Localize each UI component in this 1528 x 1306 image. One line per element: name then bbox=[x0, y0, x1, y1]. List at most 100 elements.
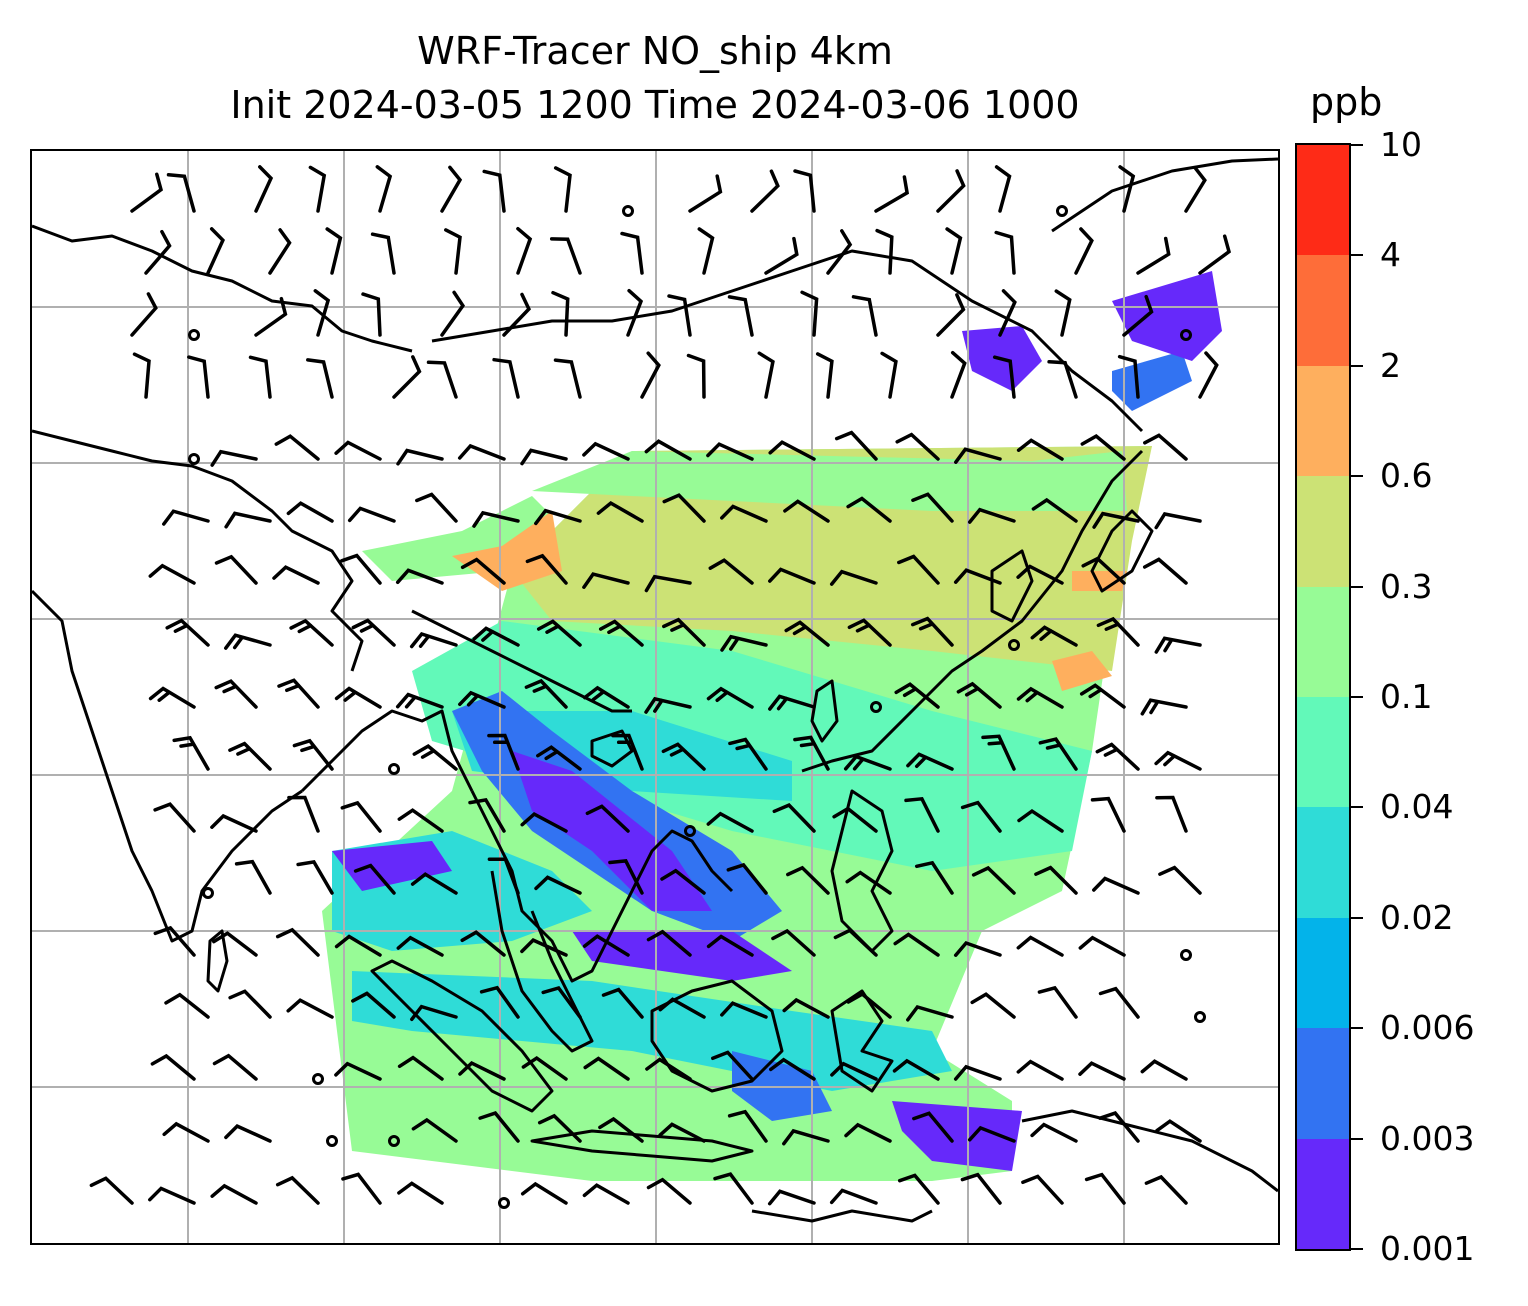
wind-barb bbox=[967, 1125, 1016, 1143]
wind-barb bbox=[846, 991, 892, 1019]
wind-barb bbox=[1198, 234, 1232, 275]
coast-india-west bbox=[32, 589, 303, 943]
wind-barb bbox=[583, 1056, 630, 1081]
wind-barb bbox=[662, 493, 706, 523]
calm-circle bbox=[1180, 949, 1192, 961]
wind-barb bbox=[214, 554, 258, 585]
wind-barb bbox=[1155, 795, 1188, 833]
wind-barb bbox=[1037, 985, 1078, 1019]
wind-barb bbox=[786, 865, 830, 895]
wind-barb bbox=[757, 351, 775, 399]
wind-barb bbox=[897, 554, 940, 585]
wind-barb bbox=[234, 859, 272, 895]
wind-barb bbox=[954, 447, 1002, 464]
colorbar-tick bbox=[1351, 1027, 1363, 1030]
wind-barb bbox=[851, 295, 878, 337]
wind-barb bbox=[992, 355, 1016, 399]
wind-barb bbox=[771, 928, 816, 957]
wind-barb bbox=[793, 735, 830, 771]
colorbar-tick-label: 2 bbox=[1380, 345, 1401, 385]
wind-barb bbox=[457, 443, 506, 461]
wind-barb bbox=[967, 507, 1016, 524]
wind-barb bbox=[826, 229, 853, 275]
wind-barb bbox=[706, 811, 754, 833]
wind-barb bbox=[727, 295, 754, 337]
wind-barb bbox=[847, 618, 892, 647]
colorbar-segment bbox=[1297, 1028, 1349, 1139]
wind-barb bbox=[1096, 616, 1140, 647]
wind-barb bbox=[1118, 165, 1136, 213]
wind-barb bbox=[410, 1004, 458, 1022]
wind-barb bbox=[1080, 433, 1126, 461]
coast-china-east bbox=[801, 449, 1144, 773]
wind-barb bbox=[187, 355, 210, 399]
calm-circle bbox=[188, 329, 200, 341]
colorbar-tick-label: 0.1 bbox=[1380, 677, 1433, 716]
wind-barb bbox=[228, 989, 272, 1019]
colorbar bbox=[1295, 143, 1351, 1251]
wind-barb bbox=[1092, 876, 1140, 895]
wind-barb bbox=[340, 800, 382, 833]
wind-barb bbox=[768, 440, 816, 461]
wind-barb bbox=[829, 569, 878, 586]
wind-barb bbox=[894, 682, 940, 709]
calm-circle bbox=[188, 453, 200, 465]
calm-circle bbox=[1194, 1011, 1206, 1023]
wind-barb bbox=[1016, 438, 1064, 461]
map-title-line-2: Init 2024-03-05 1200 Time 2024-03-06 100… bbox=[230, 83, 1080, 127]
wind-barb bbox=[644, 696, 692, 714]
wind-barb bbox=[534, 508, 582, 526]
wind-barb bbox=[783, 499, 830, 523]
wind-barb bbox=[472, 626, 520, 647]
wind-barb bbox=[1117, 354, 1140, 399]
wind-barb bbox=[686, 353, 706, 399]
wind-barb bbox=[768, 567, 816, 585]
colorbar-segment bbox=[1297, 365, 1349, 477]
wind-barb bbox=[1140, 1059, 1188, 1081]
coast-sri-lanka bbox=[206, 929, 229, 993]
colorbar-tick bbox=[1351, 916, 1363, 919]
wind-barb bbox=[764, 236, 799, 275]
wind-barb bbox=[1031, 497, 1078, 523]
wind-barb bbox=[994, 230, 1016, 275]
colorbar-unit: ppb bbox=[1310, 80, 1383, 124]
colorbar-tick bbox=[1351, 144, 1363, 146]
plume-blue-2 bbox=[512, 751, 712, 911]
wind-barb bbox=[395, 692, 444, 709]
wind-barb bbox=[541, 985, 582, 1019]
wind-barb bbox=[843, 754, 892, 771]
wind-barb bbox=[549, 237, 582, 275]
wind-barb bbox=[153, 925, 196, 957]
wind-barb bbox=[611, 733, 644, 771]
wind-barb bbox=[970, 992, 1016, 1019]
calm-circle bbox=[498, 1197, 510, 1209]
wind-barb bbox=[640, 351, 661, 399]
wind-barb bbox=[410, 872, 458, 895]
wind-barb bbox=[164, 992, 210, 1019]
wind-barb bbox=[585, 804, 630, 833]
wind-barb bbox=[911, 492, 954, 523]
coast-malay-peninsula bbox=[490, 870, 594, 1053]
colorbar-segment bbox=[1297, 807, 1349, 918]
wind-barb bbox=[620, 231, 644, 275]
colorbar-tick bbox=[1351, 475, 1363, 478]
wind-barb bbox=[370, 232, 396, 275]
wind-barb bbox=[162, 1121, 210, 1143]
wind-barb bbox=[1016, 686, 1064, 709]
wind-barb bbox=[395, 568, 444, 585]
wind-barb bbox=[341, 1172, 382, 1205]
wind-barb bbox=[516, 226, 533, 275]
wind-barb bbox=[275, 1175, 320, 1205]
colorbar-tick-label: 0.6 bbox=[1380, 456, 1433, 496]
colorbar-segment bbox=[1297, 917, 1349, 1029]
plume-southeast bbox=[892, 1101, 1022, 1171]
wind-barb bbox=[1142, 557, 1188, 585]
wind-barb bbox=[1074, 227, 1094, 275]
wind-barb bbox=[292, 738, 334, 771]
wind-barb bbox=[130, 292, 158, 337]
wind-barb bbox=[1098, 986, 1140, 1019]
colorbar-segment bbox=[1297, 476, 1349, 587]
coast-sumatra bbox=[370, 959, 554, 1113]
wind-barb bbox=[289, 618, 334, 647]
wind-barb bbox=[224, 511, 272, 529]
